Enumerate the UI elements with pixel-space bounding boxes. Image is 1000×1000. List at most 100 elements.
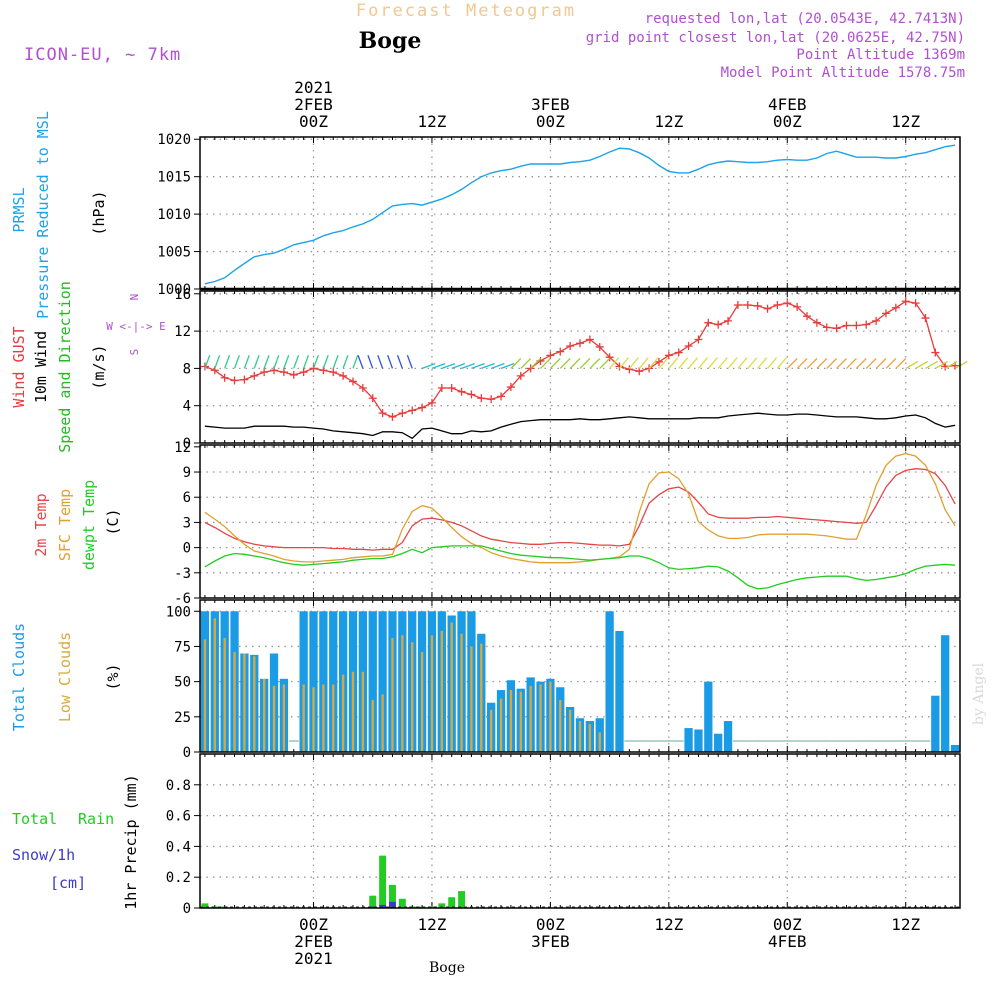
wind-direction-arrow bbox=[342, 355, 349, 369]
wind-direction-arrow bbox=[312, 355, 319, 369]
gust-marker bbox=[418, 403, 427, 412]
total-clouds-bar bbox=[694, 729, 703, 752]
gust-marker bbox=[546, 351, 555, 360]
y-tick-label: 100 bbox=[166, 604, 191, 620]
total-clouds-bar bbox=[950, 744, 960, 752]
low-clouds-bar bbox=[361, 671, 365, 752]
gust-marker bbox=[339, 371, 348, 380]
total-clouds-bar bbox=[714, 733, 723, 752]
y-tick-label: 1005 bbox=[157, 245, 191, 261]
rain-bar bbox=[458, 891, 466, 908]
rain-bar bbox=[428, 906, 436, 908]
compass-south: S bbox=[128, 349, 141, 356]
total-clouds-bar bbox=[319, 611, 328, 752]
temp-2m-line bbox=[204, 468, 956, 551]
low-clouds-bar bbox=[598, 732, 601, 752]
clouds-panel: 0 25 50 75 100 bbox=[166, 599, 961, 761]
gust-marker bbox=[398, 409, 407, 418]
pressure-line bbox=[204, 144, 956, 285]
model-point-altitude: Model Point Altitude 1578.75m bbox=[721, 65, 965, 81]
gust-marker bbox=[615, 362, 624, 371]
rain-bar bbox=[389, 884, 396, 908]
gust-marker bbox=[664, 351, 673, 360]
gust-marker bbox=[743, 300, 752, 309]
low-clouds-bar bbox=[519, 691, 522, 752]
gust-marker bbox=[230, 376, 239, 385]
gust-marker bbox=[911, 299, 920, 308]
point-altitude: Point Altitude 1369m bbox=[796, 47, 965, 63]
wind-direction-arrow bbox=[895, 358, 907, 369]
pressure-panel: 1000 1005 1010 1015 1020 bbox=[157, 132, 961, 298]
y-tick-label: 50 bbox=[174, 675, 191, 691]
wind-direction-arrow bbox=[451, 362, 466, 370]
gust-marker bbox=[556, 347, 565, 356]
gust-marker bbox=[516, 371, 525, 380]
gust-marker bbox=[595, 342, 604, 351]
gust-marker bbox=[694, 335, 703, 344]
wind-direction-arrow bbox=[233, 355, 240, 369]
bottom-axis-label: 00Z bbox=[299, 915, 328, 934]
wind-direction-arrow bbox=[214, 355, 221, 369]
low-clouds-bar bbox=[233, 652, 236, 752]
gust-marker bbox=[714, 320, 723, 329]
y-tick-label: 0 bbox=[183, 901, 191, 917]
low-clouds-bar bbox=[588, 723, 592, 752]
y-tick-label: 1020 bbox=[157, 132, 191, 148]
top-axis-label: 4FEB bbox=[768, 95, 807, 114]
model-label: ICON-EU, ~ 7km bbox=[24, 45, 181, 65]
gust-marker bbox=[803, 312, 812, 321]
snow-unit-label: [cm] bbox=[50, 874, 86, 892]
forecast-title: Forecast Meteogram bbox=[356, 1, 576, 21]
wind-direction-arrow bbox=[688, 357, 699, 369]
gust-marker bbox=[487, 395, 496, 404]
wind-direction-arrow bbox=[421, 362, 436, 370]
pressure-reduced-label: Pressure Reduced to MSL bbox=[34, 111, 52, 319]
gust-marker bbox=[812, 318, 821, 327]
snow-bar bbox=[389, 901, 396, 908]
gust-marker bbox=[289, 370, 298, 379]
wind-gust-label: Wind GUST bbox=[10, 326, 28, 407]
wind-direction-arrow bbox=[283, 355, 290, 369]
wind-direction-arrow bbox=[441, 362, 456, 370]
gust-marker bbox=[753, 301, 762, 310]
top-axis-label: 2021 bbox=[294, 78, 333, 97]
y-tick-label: 25 bbox=[174, 710, 191, 726]
y-tick-label: 1000 bbox=[157, 282, 191, 298]
wind-direction-arrow bbox=[934, 360, 948, 369]
gust-marker bbox=[872, 316, 881, 325]
gust-marker bbox=[625, 365, 634, 374]
wind-10m-label: 10m Wind bbox=[32, 331, 50, 403]
bottom-axis-label: 2021 bbox=[294, 949, 333, 968]
wind-direction-arrow bbox=[668, 357, 679, 369]
low-clouds-bar bbox=[578, 721, 582, 752]
y-tick-label: 0.6 bbox=[166, 809, 191, 825]
gust-marker bbox=[684, 342, 693, 351]
gust-marker bbox=[576, 339, 584, 348]
wind-direction-arrow bbox=[520, 358, 532, 369]
low-clouds-bar bbox=[332, 684, 335, 752]
temp-sfc-label: SFC Temp bbox=[56, 489, 74, 561]
wind-direction-arrow bbox=[944, 360, 958, 369]
low-clouds-bar bbox=[430, 635, 434, 752]
gust-marker bbox=[477, 394, 486, 403]
wind-direction-arrow bbox=[717, 357, 728, 369]
gust-marker bbox=[901, 297, 910, 306]
gust-marker bbox=[931, 348, 940, 357]
low-clouds-bar bbox=[262, 678, 266, 752]
wind-direction-arrow bbox=[727, 357, 738, 369]
wind-direction-arrow bbox=[836, 358, 847, 369]
y-tick-label: 0.2 bbox=[166, 870, 191, 886]
total-clouds-bar bbox=[684, 728, 693, 752]
wind-direction-arrow bbox=[589, 358, 601, 369]
low-clouds-bar bbox=[272, 685, 276, 752]
wind-direction-arrow bbox=[767, 357, 778, 369]
rain-bar bbox=[438, 903, 446, 908]
low-clouds-bar bbox=[568, 709, 572, 752]
wind-direction-arrow bbox=[243, 355, 250, 369]
top-axis-label: 12Z bbox=[891, 112, 920, 131]
gust-marker bbox=[773, 300, 782, 309]
wind-direction-arrow bbox=[826, 358, 838, 369]
gust-marker bbox=[832, 324, 841, 333]
low-clouds-bar bbox=[460, 633, 463, 752]
